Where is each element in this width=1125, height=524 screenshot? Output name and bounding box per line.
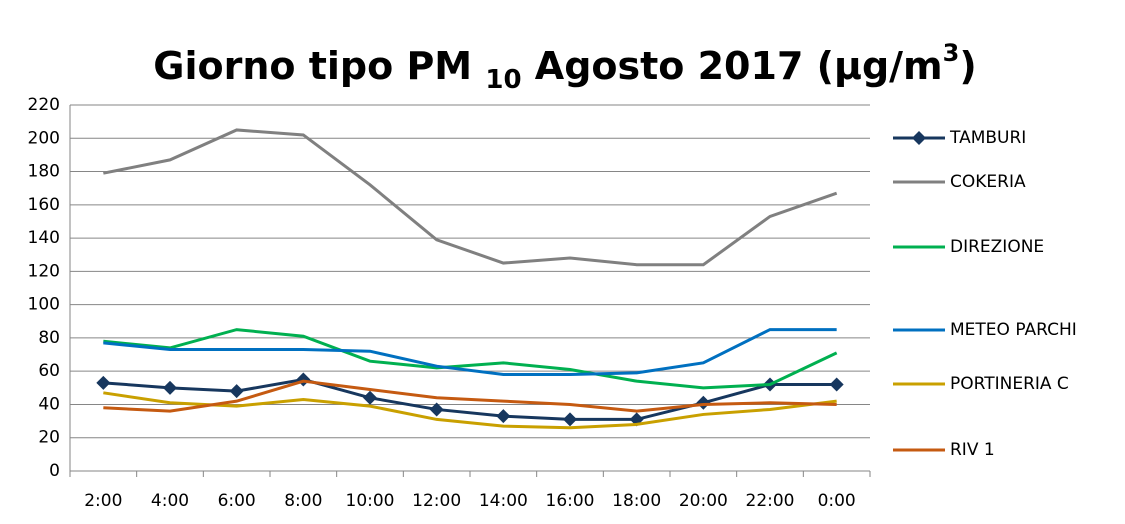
x-tick-label: 10:00 bbox=[346, 491, 395, 511]
legend-label: PORTINERIA C bbox=[950, 374, 1069, 394]
series-line bbox=[103, 377, 837, 421]
legend-marker bbox=[912, 131, 926, 145]
data-point bbox=[229, 384, 244, 399]
title-subscript: 10 bbox=[485, 65, 521, 95]
x-tick-label: 18:00 bbox=[612, 491, 661, 511]
x-tick-label: 8:00 bbox=[284, 491, 322, 511]
y-tick-label: 20 bbox=[38, 428, 60, 448]
data-point bbox=[696, 395, 711, 410]
data-point bbox=[163, 380, 177, 395]
series-line bbox=[103, 328, 838, 390]
x-tick-label: 4:00 bbox=[151, 491, 189, 511]
legend-label: RIV 1 bbox=[950, 440, 995, 460]
chart-title: Giorno tipo PM 10 Agosto 2017 (µg/m3) bbox=[153, 39, 976, 100]
legend-label: TAMBURI bbox=[949, 128, 1026, 148]
title-end: ) bbox=[959, 44, 976, 88]
data-point bbox=[96, 375, 111, 390]
y-tick-label: 160 bbox=[28, 195, 60, 215]
x-tick-label: 22:00 bbox=[746, 491, 795, 511]
legend-label: METEO PARCHI bbox=[950, 320, 1077, 340]
x-tick-label: 6:00 bbox=[218, 491, 256, 511]
x-tick-label: 16:00 bbox=[546, 491, 595, 511]
y-tick-label: 0 bbox=[49, 461, 60, 481]
y-tick-label: 220 bbox=[28, 95, 60, 115]
title-rest: Agosto 2017 (µg/m bbox=[535, 44, 943, 88]
y-tick-label: 100 bbox=[28, 295, 60, 315]
x-tick-label: 0:00 bbox=[818, 491, 856, 511]
data-point bbox=[296, 372, 311, 387]
series-line bbox=[103, 391, 837, 430]
series-line bbox=[103, 379, 837, 413]
y-tick-label: 60 bbox=[38, 361, 60, 381]
y-tick-label: 180 bbox=[28, 162, 60, 182]
data-point bbox=[429, 402, 444, 417]
x-tick-label: 20:00 bbox=[679, 491, 728, 511]
y-tick-label: 80 bbox=[38, 328, 60, 348]
x-tick-label: 14:00 bbox=[479, 491, 528, 511]
data-point bbox=[496, 409, 511, 424]
y-tick-label: 140 bbox=[28, 228, 60, 248]
data-point bbox=[363, 390, 377, 405]
data-point bbox=[563, 412, 577, 427]
x-tick-label: 12:00 bbox=[412, 491, 461, 511]
series-line bbox=[103, 328, 837, 377]
series-line bbox=[103, 128, 838, 267]
title-superscript: 3 bbox=[943, 39, 960, 67]
x-tick-label: 2:00 bbox=[84, 491, 122, 511]
title-main: Giorno tipo PM bbox=[153, 44, 472, 88]
y-tick-label: 200 bbox=[28, 128, 60, 148]
legend-label: COKERIA bbox=[950, 172, 1026, 192]
y-tick-label: 40 bbox=[38, 394, 60, 414]
data-point bbox=[829, 377, 844, 392]
legend-label: DIREZIONE bbox=[950, 237, 1044, 257]
y-tick-label: 120 bbox=[28, 261, 60, 281]
